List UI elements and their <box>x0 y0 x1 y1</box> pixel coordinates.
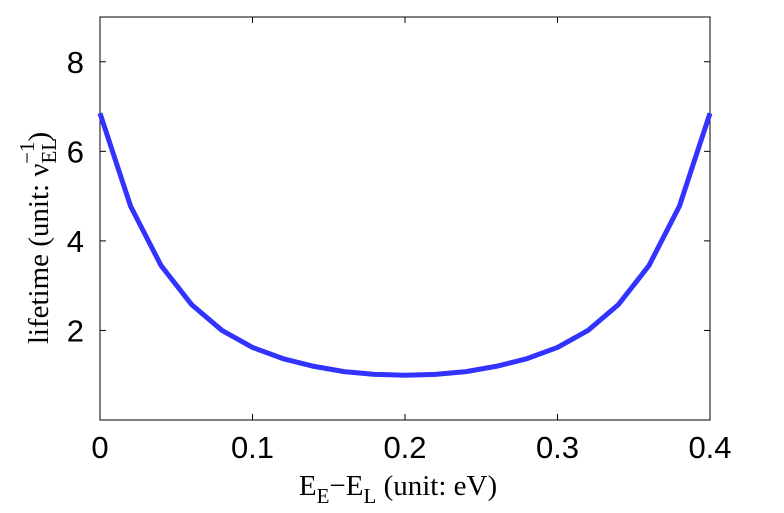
x-tick-label: 0.1 <box>231 430 274 465</box>
y-label-part: lifetime (unit: ν <box>23 164 55 345</box>
x-label-part: E <box>299 470 317 502</box>
y-label-part: EL <box>37 138 61 164</box>
x-label-part: −E <box>329 470 363 502</box>
plot-frame <box>99 16 711 421</box>
x-tick-label: 0.3 <box>536 430 579 465</box>
x-tick-label: 0.4 <box>688 430 731 465</box>
x-label-part: E <box>317 484 330 508</box>
y-axis-label: lifetime (unit: νEL−1) <box>15 132 61 344</box>
y-tick-label: 6 <box>67 134 84 169</box>
y-tick-label: 2 <box>67 313 84 348</box>
data-line <box>97 112 713 378</box>
x-label-part: (unit: eV) <box>376 470 497 502</box>
x-tick-label: 0 <box>91 430 108 465</box>
y-label-part: −1 <box>15 142 39 164</box>
x-label-part: L <box>363 484 376 508</box>
y-label-part: ) <box>23 132 55 142</box>
x-axis-label: EE−EL (unit: eV) <box>299 470 497 508</box>
x-tick-label: 0.2 <box>383 430 426 465</box>
y-tick-label: 8 <box>67 45 84 80</box>
y-tick-label: 4 <box>67 224 84 259</box>
